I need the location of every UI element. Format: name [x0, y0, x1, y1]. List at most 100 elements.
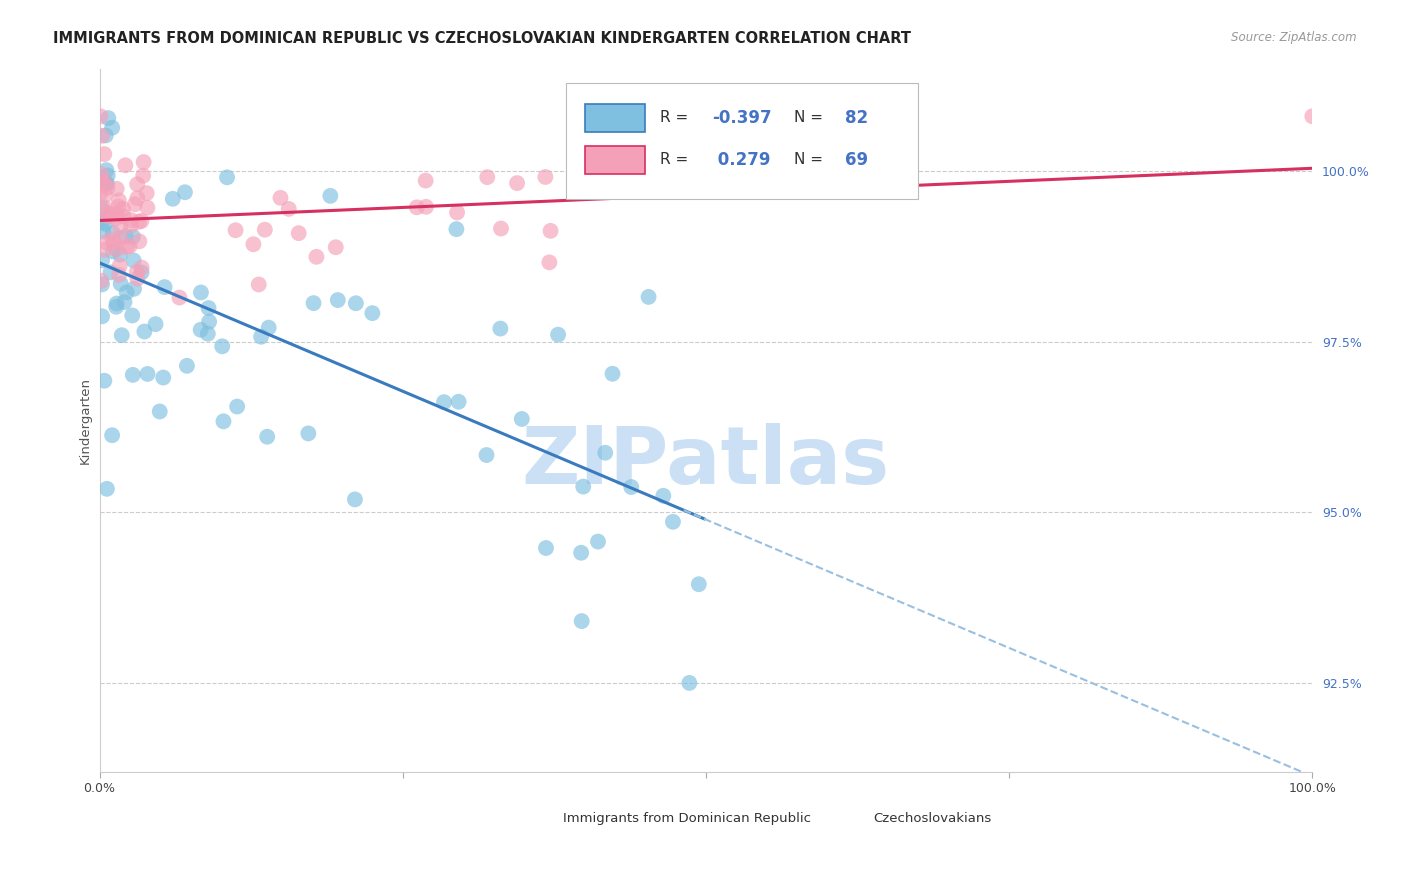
Point [90, 109, 112, 123]
Point [510, 412, 533, 426]
Point [215, 170, 238, 185]
Point [253, 223, 276, 237]
Point [105, 243, 128, 257]
FancyBboxPatch shape [585, 103, 645, 132]
Point [100, 207, 122, 221]
Point [114, 295, 136, 310]
Point [108, 259, 131, 273]
Point [620, 480, 643, 494]
Point [93, 147, 115, 161]
Point [103, 236, 125, 251]
Point [132, 169, 155, 183]
Point [105, 207, 128, 221]
Text: R =: R = [659, 111, 688, 125]
Point [122, 253, 145, 268]
Point [97, 111, 120, 125]
Point [104, 211, 127, 226]
Point [120, 219, 142, 233]
Point [128, 215, 150, 229]
Point [242, 237, 264, 252]
Point [569, 546, 592, 560]
Point [118, 239, 141, 253]
Point [319, 189, 342, 203]
Point [96, 163, 118, 178]
Text: 82: 82 [845, 109, 869, 127]
Point [93, 201, 115, 215]
Point [90, 167, 112, 181]
Point [101, 428, 124, 442]
Point [100, 265, 122, 279]
Point [121, 368, 143, 382]
Point [108, 247, 131, 261]
Point [94, 188, 117, 202]
Point [93, 205, 115, 219]
Point [475, 448, 498, 462]
Point [94, 128, 117, 143]
Point [190, 323, 212, 337]
Point [325, 240, 347, 254]
Point [108, 219, 131, 234]
Point [256, 430, 278, 444]
Point [108, 194, 131, 208]
Y-axis label: Kindergarten: Kindergarten [79, 376, 91, 464]
Point [91, 310, 114, 324]
Point [127, 178, 149, 192]
FancyBboxPatch shape [585, 146, 645, 174]
Point [637, 290, 659, 304]
Point [105, 300, 128, 314]
Point [506, 176, 529, 190]
Text: Source: ZipAtlas.com: Source: ZipAtlas.com [1232, 31, 1357, 45]
Point [134, 325, 156, 339]
Point [131, 214, 153, 228]
Point [405, 200, 427, 214]
Point [153, 280, 176, 294]
Point [211, 339, 233, 353]
Point [107, 200, 129, 214]
Point [90, 274, 112, 288]
FancyBboxPatch shape [815, 808, 862, 828]
Point [94, 235, 117, 249]
Point [120, 213, 142, 227]
Point [108, 268, 131, 282]
Text: 69: 69 [845, 151, 869, 169]
Text: IMMIGRANTS FROM DOMINICAN REPUBLIC VS CZECHOSLOVAKIAN KINDERGARTEN CORRELATION C: IMMIGRANTS FROM DOMINICAN REPUBLIC VS CZ… [53, 31, 911, 46]
Point [446, 205, 468, 219]
Text: R =: R = [659, 153, 688, 168]
Point [114, 158, 136, 172]
FancyBboxPatch shape [506, 808, 553, 828]
Point [433, 395, 456, 409]
Point [678, 676, 700, 690]
Text: Immigrants from Dominican Republic: Immigrants from Dominican Republic [562, 812, 811, 824]
Point [534, 541, 557, 555]
Point [225, 223, 247, 237]
Point [593, 446, 616, 460]
Point [94, 217, 117, 231]
Point [302, 296, 325, 310]
Text: N =: N = [794, 153, 824, 168]
Point [132, 155, 155, 169]
Point [257, 320, 280, 334]
Point [136, 367, 159, 381]
Point [149, 404, 172, 418]
Point [91, 128, 114, 143]
Point [197, 301, 219, 315]
Point [152, 370, 174, 384]
Point [110, 231, 132, 245]
Point [269, 191, 291, 205]
Point [534, 169, 557, 184]
Point [131, 260, 153, 275]
Point [344, 296, 367, 310]
Point [93, 224, 115, 238]
Text: ZIPatlas: ZIPatlas [522, 424, 890, 501]
Point [190, 285, 212, 300]
Point [131, 265, 153, 279]
Point [135, 186, 157, 200]
Text: 0.279: 0.279 [711, 151, 770, 169]
Point [602, 367, 624, 381]
Point [538, 255, 561, 269]
Point [105, 182, 128, 196]
Point [105, 296, 128, 310]
Point [110, 277, 132, 291]
Point [127, 191, 149, 205]
Point [115, 229, 138, 244]
